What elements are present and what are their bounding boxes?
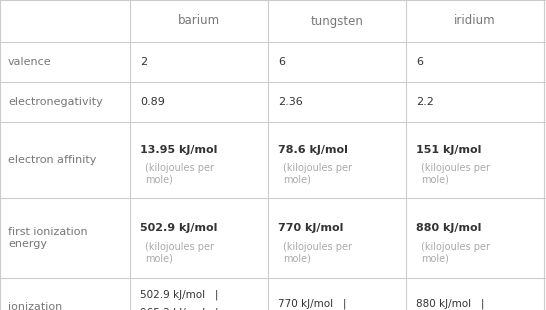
- Text: 6: 6: [278, 57, 285, 67]
- Text: (kilojoules per
mole): (kilojoules per mole): [421, 163, 490, 184]
- Text: tungsten: tungsten: [311, 15, 364, 28]
- Text: 78.6 kJ/mol: 78.6 kJ/mol: [278, 145, 348, 155]
- Text: first ionization
energy: first ionization energy: [8, 227, 87, 249]
- Text: 6: 6: [416, 57, 423, 67]
- Text: 880 kJ/mol   |: 880 kJ/mol |: [416, 299, 484, 309]
- Text: electron affinity: electron affinity: [8, 155, 97, 165]
- Text: 770 kJ/mol: 770 kJ/mol: [278, 223, 343, 232]
- Text: ionization
energies: ionization energies: [8, 302, 62, 310]
- Text: barium: barium: [178, 15, 220, 28]
- Text: iridium: iridium: [454, 15, 496, 28]
- Text: 502.9 kJ/mol: 502.9 kJ/mol: [140, 223, 217, 232]
- Text: (kilojoules per
mole): (kilojoules per mole): [145, 241, 214, 263]
- Text: 770 kJ/mol   |: 770 kJ/mol |: [278, 299, 347, 309]
- Text: (kilojoules per
mole): (kilojoules per mole): [145, 163, 214, 184]
- Text: (kilojoules per
mole): (kilojoules per mole): [421, 241, 490, 263]
- Text: 2.36: 2.36: [278, 97, 302, 107]
- Text: 151 kJ/mol: 151 kJ/mol: [416, 145, 482, 155]
- Text: 502.9 kJ/mol   |: 502.9 kJ/mol |: [140, 290, 218, 300]
- Text: 2: 2: [140, 57, 147, 67]
- Text: 880 kJ/mol: 880 kJ/mol: [416, 223, 482, 232]
- Text: 965.2 kJ/mol   |: 965.2 kJ/mol |: [140, 308, 218, 310]
- Text: electronegativity: electronegativity: [8, 97, 103, 107]
- Text: (kilojoules per
mole): (kilojoules per mole): [283, 241, 352, 263]
- Text: 13.95 kJ/mol: 13.95 kJ/mol: [140, 145, 217, 155]
- Text: (kilojoules per
mole): (kilojoules per mole): [283, 163, 352, 184]
- Text: valence: valence: [8, 57, 52, 67]
- Text: 2.2: 2.2: [416, 97, 434, 107]
- Text: 0.89: 0.89: [140, 97, 165, 107]
